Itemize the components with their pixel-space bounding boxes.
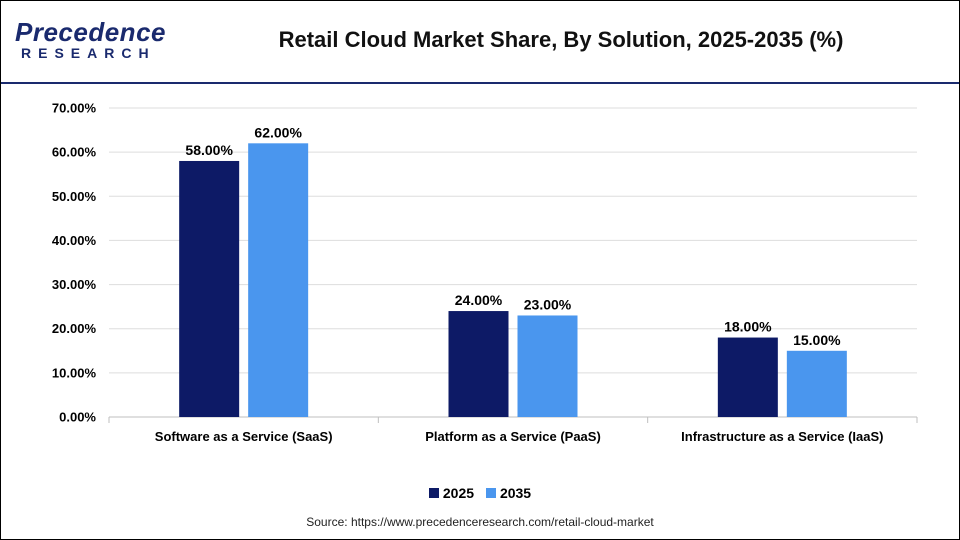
y-tick-label: 10.00% (52, 365, 97, 380)
y-tick-label: 30.00% (52, 277, 97, 292)
header-divider (1, 82, 959, 84)
legend-item-2025: 2025 (428, 485, 475, 501)
bar-2035-3 (786, 350, 847, 417)
legend-item-2035: 2035 (485, 485, 532, 501)
legend-swatch-2025 (428, 488, 439, 498)
bar-2025-1 (179, 160, 240, 417)
y-tick-label: 60.00% (52, 145, 97, 160)
bar-2035-1 (248, 143, 309, 418)
x-category-label: Software as a Service (SaaS) (155, 429, 333, 444)
y-tick-label: 20.00% (52, 321, 97, 336)
legend-label-2035: 2035 (499, 485, 532, 501)
data-label: 18.00% (724, 319, 772, 335)
x-category-label: Infrastructure as a Service (IaaS) (681, 429, 883, 444)
data-label: 24.00% (455, 292, 503, 308)
y-tick-label: 70.00% (52, 101, 97, 116)
data-label: 62.00% (254, 124, 302, 140)
bar-2035-2 (517, 315, 578, 417)
x-category-label: Platform as a Service (PaaS) (425, 429, 601, 444)
legend-label-2025: 2025 (442, 485, 475, 501)
y-tick-label: 50.00% (52, 189, 97, 204)
logo-subtitle: RESEARCH (21, 45, 156, 61)
source-note: Source: https://www.precedenceresearch.c… (306, 515, 654, 529)
header: Precedence RESEARCH Retail Cloud Market … (1, 1, 959, 82)
logo-wordmark: Precedence (15, 17, 166, 47)
data-label: 15.00% (793, 332, 841, 348)
brand-logo: Precedence RESEARCH (15, 17, 165, 65)
data-label: 58.00% (185, 142, 233, 158)
legend-swatch-2035 (485, 488, 496, 498)
y-tick-label: 40.00% (52, 233, 97, 248)
bar-2025-2 (448, 311, 509, 417)
bar-2025-3 (717, 337, 778, 417)
bar-chart: 0.00% 10.00% 20.00% 30.00% 40.00% 50.00% 60.00… (52, 101, 918, 444)
legend: 2025 2035 (1, 485, 959, 501)
chart-title: Retail Cloud Market Share, By Solution, … (278, 27, 844, 52)
data-label: 23.00% (524, 296, 572, 312)
y-tick-label: 0.00% (59, 410, 96, 425)
